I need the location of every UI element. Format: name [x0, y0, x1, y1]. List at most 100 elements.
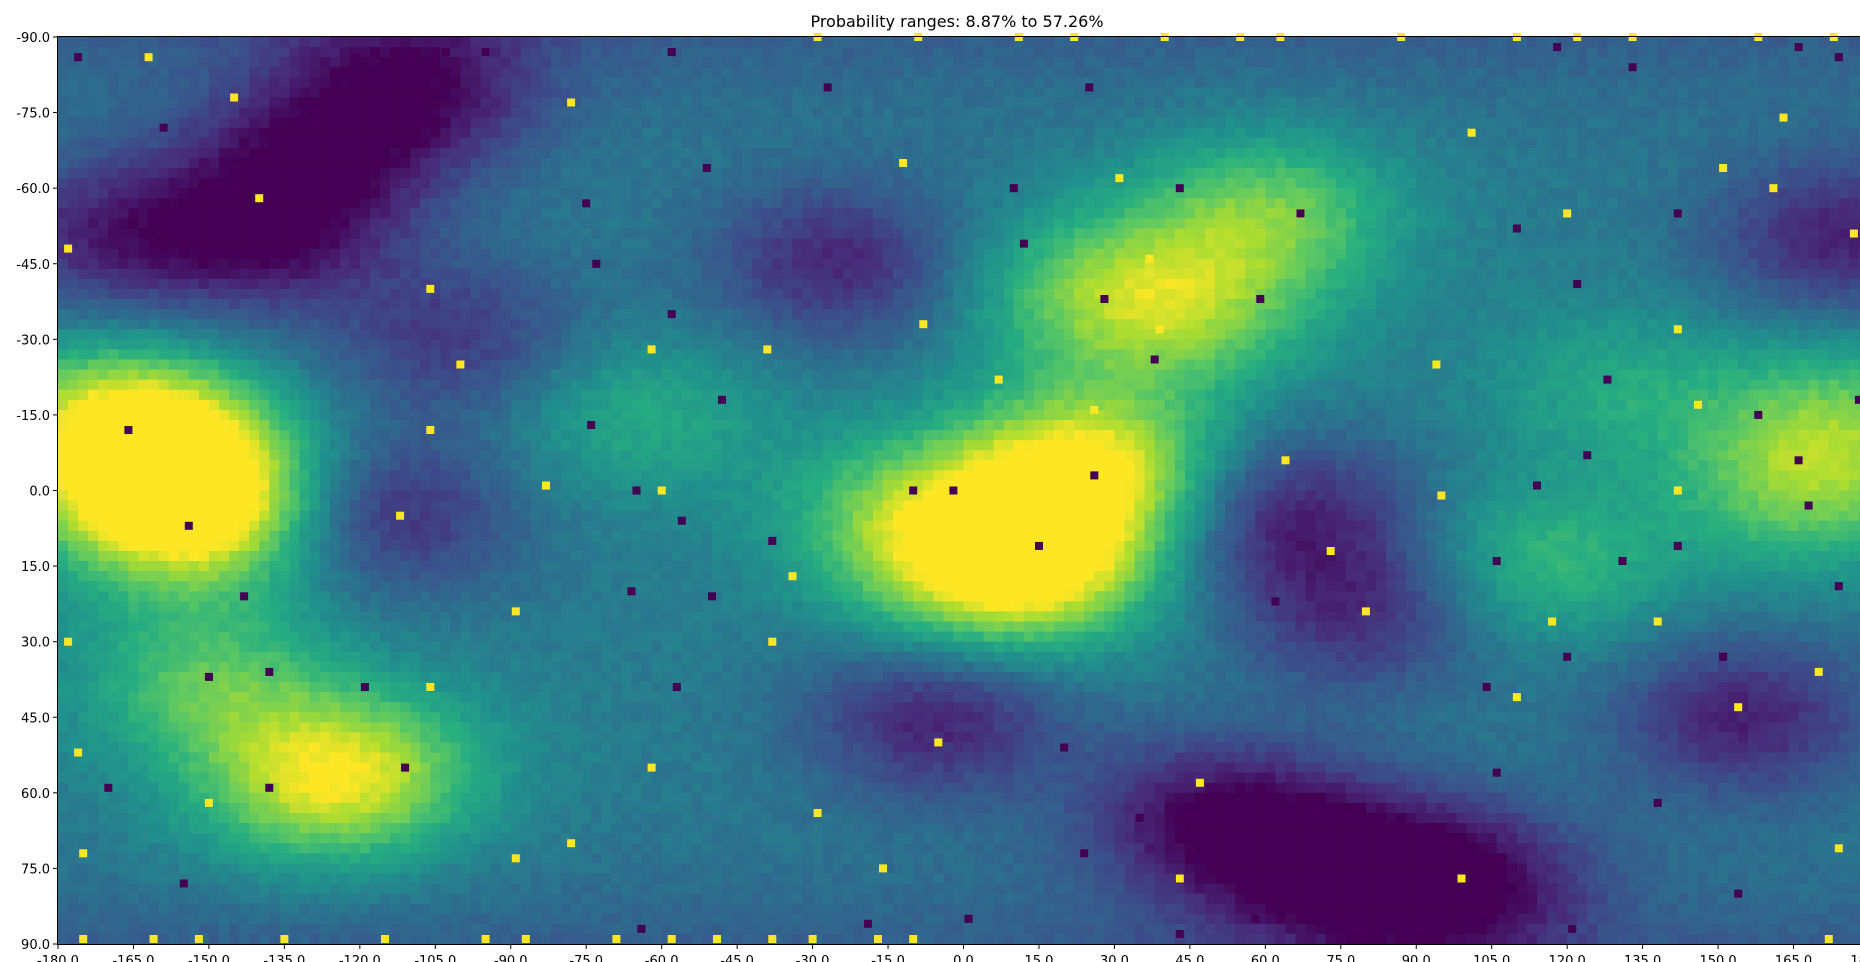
heatmap-cell: [621, 198, 633, 209]
heatmap-cell: [1104, 268, 1116, 280]
heatmap-cell: [128, 67, 140, 78]
heatmap-cell: [430, 97, 441, 109]
heatmap-cell: [973, 178, 985, 189]
heatmap-cell: [711, 117, 723, 129]
heatmap-cell: [1838, 198, 1850, 209]
heatmap-cell: [188, 107, 200, 119]
heatmap-cell: [842, 67, 854, 78]
heatmap-cell: [591, 37, 602, 48]
heatmap-cell: [661, 208, 673, 219]
heatmap-cell: [571, 309, 582, 320]
heatmap-cell: [1003, 248, 1015, 260]
heatmap-cell: [1365, 198, 1377, 209]
heatmap-cell: [1768, 188, 1780, 199]
heatmap-cell: [450, 248, 462, 260]
heatmap-cell: [1748, 248, 1759, 260]
heatmap-cell: [1245, 218, 1256, 230]
heatmap-cell: [319, 208, 331, 219]
heatmap-cell: [450, 228, 462, 240]
heatmap-cell: [973, 268, 985, 280]
heatmap-cell: [158, 77, 170, 88]
heatmap-cell: [319, 299, 331, 310]
heatmap-cell: [1114, 87, 1126, 99]
heatmap-cell: [732, 288, 743, 300]
heatmap-cell: [752, 107, 763, 119]
heatmap-cell: [822, 208, 834, 219]
heatmap-cell: [1094, 157, 1105, 169]
heatmap-cell: [903, 299, 914, 310]
heatmap-cell: [1587, 37, 1598, 48]
heatmap-cell: [138, 77, 150, 88]
heatmap-cell: [138, 309, 150, 320]
heatmap-cell: [762, 238, 773, 250]
heatmap-cell: [1617, 238, 1629, 250]
heatmap-cell: [1436, 188, 1448, 199]
heatmap-cell: [349, 117, 361, 129]
heatmap-cell: [1255, 278, 1266, 290]
heatmap-cell: [1617, 77, 1629, 88]
heatmap-cell: [1778, 268, 1790, 280]
heatmap-cell: [1275, 198, 1287, 209]
heatmap-cell: [983, 178, 995, 189]
heatmap-cell: [701, 57, 713, 68]
heatmap-cell: [913, 67, 924, 78]
heatmap-cell: [1607, 47, 1619, 58]
heatmap-cell: [1627, 117, 1639, 129]
heatmap-cell: [229, 309, 240, 320]
heatmap-cell: [621, 278, 633, 290]
heatmap-cell: [1838, 288, 1850, 300]
heatmap-cell: [1184, 47, 1196, 58]
heatmap-cell: [1567, 107, 1578, 119]
heatmap-cell: [208, 278, 220, 290]
heatmap-cell: [832, 97, 844, 109]
heatmap-cell: [410, 147, 421, 159]
heatmap-cell: [983, 37, 995, 48]
heatmap-cell: [782, 218, 794, 230]
heatmap-cell: [1818, 198, 1830, 209]
heatmap-cell: [903, 137, 914, 149]
heatmap-cell: [1245, 178, 1256, 189]
heatmap-cell: [1215, 168, 1226, 179]
heatmap-cell: [1345, 228, 1357, 240]
heatmap-cell: [208, 198, 220, 209]
heatmap-cell: [349, 299, 361, 310]
heatmap-cell: [1054, 168, 1065, 179]
heatmap-cell: [339, 147, 351, 159]
heatmap-cell: [1345, 208, 1357, 219]
heatmap-cell: [1728, 67, 1739, 78]
heatmap-cell: [561, 208, 572, 219]
heatmap-cell: [1436, 198, 1448, 209]
heatmap-cell: [1386, 228, 1397, 240]
heatmap-cell: [1587, 238, 1598, 250]
heatmap-cell: [832, 188, 844, 199]
heatmap-cell: [148, 268, 160, 280]
heatmap-cell: [1516, 37, 1528, 48]
heatmap-cell: [1114, 147, 1126, 159]
heatmap-cell: [641, 37, 653, 48]
heatmap-cell: [68, 288, 79, 300]
heatmap-cell: [842, 178, 854, 189]
heatmap-cell: [259, 157, 270, 169]
heatmap-cell: [1466, 228, 1478, 240]
heatmap-cell: [390, 137, 401, 149]
heatmap-cell: [299, 97, 311, 109]
heatmap-cell: [772, 288, 783, 300]
heatmap-cell: [339, 309, 351, 320]
heatmap-cell: [148, 37, 160, 48]
heatmap-cell: [1074, 208, 1085, 219]
heatmap-cell: [1043, 218, 1055, 230]
heatmap-cell: [822, 87, 834, 99]
heatmap-cell: [540, 309, 552, 320]
heatmap-cell: [1486, 67, 1498, 78]
heatmap-cell: [349, 258, 361, 270]
heatmap-cell: [1033, 97, 1045, 109]
heatmap-cell: [1506, 218, 1518, 230]
heatmap-cell: [118, 87, 130, 99]
heatmap-cell: [1074, 178, 1085, 189]
heatmap-cell: [1023, 178, 1035, 189]
heatmap-cell: [1637, 87, 1649, 99]
heatmap-cell: [993, 37, 1005, 48]
heatmap-cell: [1748, 127, 1759, 139]
heatmap-cell: [822, 288, 834, 300]
heatmap-cell: [289, 117, 301, 129]
